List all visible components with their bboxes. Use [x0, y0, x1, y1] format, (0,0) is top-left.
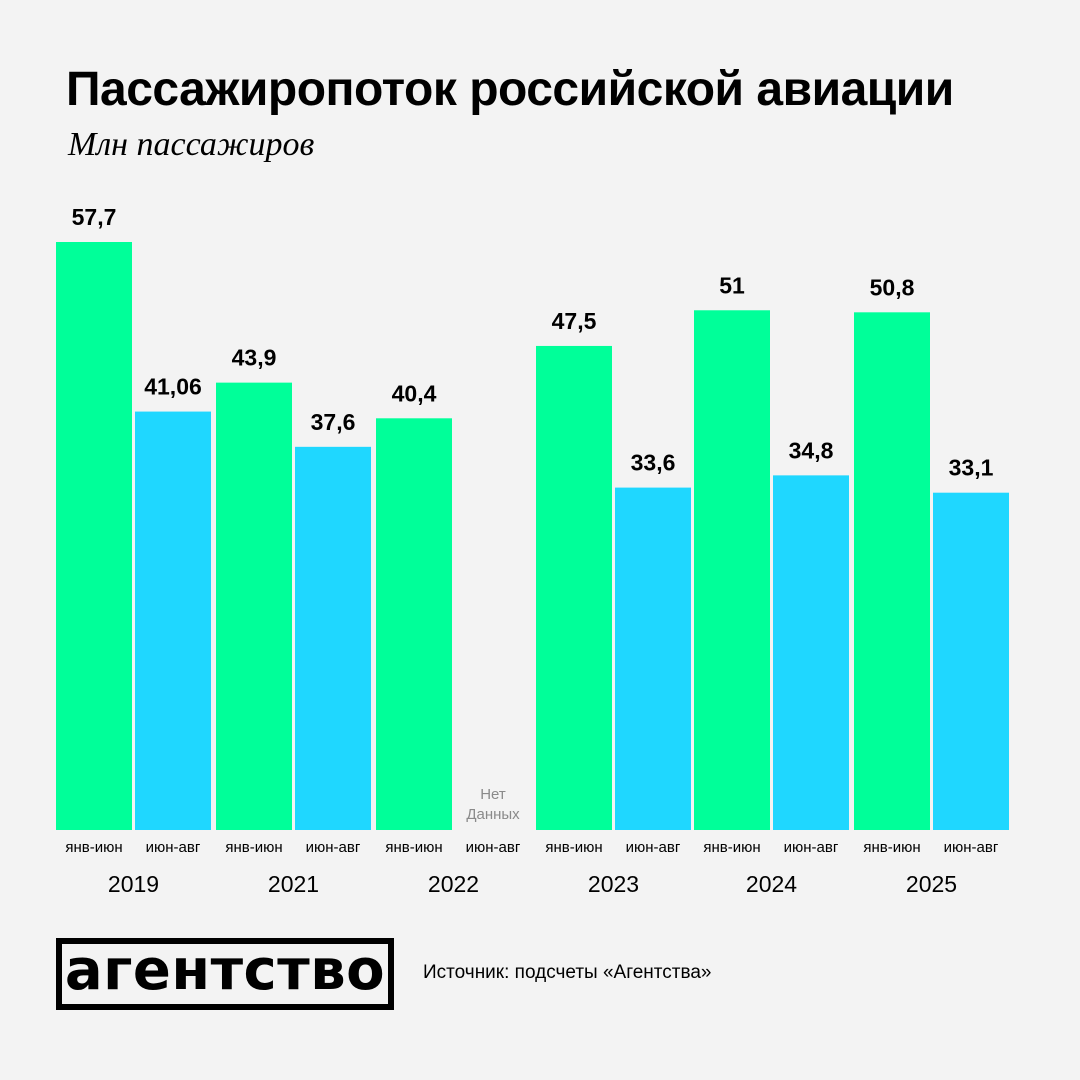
bar	[854, 312, 930, 830]
bar-value-label: 41,06	[144, 374, 202, 400]
bar	[694, 310, 770, 830]
bar-value-label: 33,6	[631, 450, 676, 476]
year-label: 2023	[588, 871, 639, 897]
bar	[376, 418, 452, 830]
year-label: 2025	[906, 871, 957, 897]
bar	[773, 475, 849, 830]
period-label: июн-авг	[146, 839, 201, 856]
period-label: янв-июн	[545, 839, 602, 856]
period-label: июн-авг	[466, 839, 521, 856]
bar	[216, 382, 292, 830]
bar-value-label: 37,6	[311, 409, 356, 435]
bar	[615, 487, 691, 830]
bar-value-label: 34,8	[789, 437, 834, 463]
bar-value-label: 47,5	[552, 308, 597, 334]
bar-value-label: 51	[719, 272, 745, 298]
period-label: янв-июн	[225, 839, 282, 856]
period-label: янв-июн	[65, 839, 122, 856]
year-label: 2019	[108, 871, 159, 897]
bar	[135, 411, 211, 830]
no-data-label: Данных	[466, 806, 520, 823]
period-label: июн-авг	[944, 839, 999, 856]
period-label: июн-авг	[626, 839, 681, 856]
bar-value-label: 40,4	[392, 380, 437, 406]
bar	[56, 242, 132, 830]
bar-value-label: 43,9	[232, 345, 277, 371]
chart-subtitle: Млн пассажиров	[68, 126, 315, 163]
period-label: янв-июн	[385, 839, 442, 856]
bar	[295, 446, 371, 830]
period-label: июн-авг	[784, 839, 839, 856]
no-data-label: Нет	[480, 786, 506, 803]
period-label: июн-авг	[306, 839, 361, 856]
bar-value-label: 50,8	[870, 274, 915, 300]
year-label: 2024	[746, 871, 797, 897]
logo-text: агентство	[64, 938, 386, 1003]
bar-value-label: 57,7	[72, 204, 117, 230]
source-note: Источник: подсчеты «Агентства»	[423, 962, 712, 983]
period-label: янв-июн	[703, 839, 760, 856]
chart-title: Пассажиропоток российской авиации	[66, 63, 954, 116]
year-label: 2022	[428, 871, 479, 897]
year-label: 2021	[268, 871, 319, 897]
agentstvo-logo: агентство	[56, 938, 394, 1010]
bar	[536, 345, 612, 830]
period-label: янв-июн	[863, 839, 920, 856]
bar	[933, 492, 1009, 830]
bar-value-label: 33,1	[949, 455, 994, 481]
